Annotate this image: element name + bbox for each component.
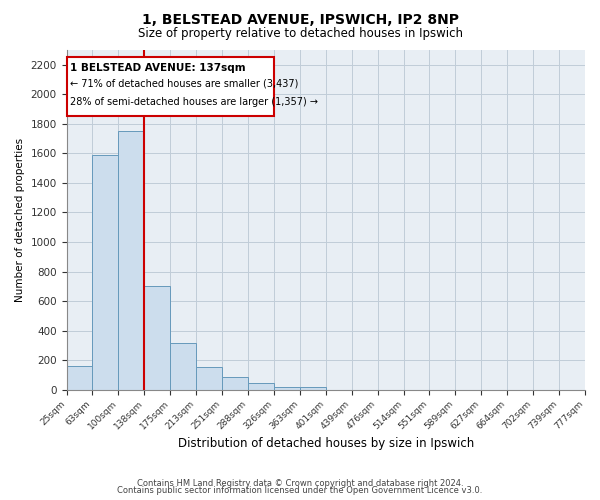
Text: 28% of semi-detached houses are larger (1,357) →: 28% of semi-detached houses are larger (…: [70, 96, 319, 106]
Text: Size of property relative to detached houses in Ipswich: Size of property relative to detached ho…: [137, 28, 463, 40]
Bar: [248, 383, 274, 390]
Bar: [67, 366, 92, 390]
Bar: [300, 388, 326, 390]
Text: ← 71% of detached houses are smaller (3,437): ← 71% of detached houses are smaller (3,…: [70, 79, 299, 89]
Bar: [92, 155, 118, 390]
Bar: [196, 366, 222, 390]
Bar: [222, 377, 248, 390]
Text: Contains HM Land Registry data © Crown copyright and database right 2024.: Contains HM Land Registry data © Crown c…: [137, 478, 463, 488]
Bar: [170, 343, 196, 390]
Text: Contains public sector information licensed under the Open Government Licence v3: Contains public sector information licen…: [118, 486, 482, 495]
Text: 1, BELSTEAD AVENUE, IPSWICH, IP2 8NP: 1, BELSTEAD AVENUE, IPSWICH, IP2 8NP: [142, 12, 458, 26]
X-axis label: Distribution of detached houses by size in Ipswich: Distribution of detached houses by size …: [178, 437, 474, 450]
Text: 1 BELSTEAD AVENUE: 137sqm: 1 BELSTEAD AVENUE: 137sqm: [70, 63, 246, 73]
Bar: [274, 386, 300, 390]
Bar: [67, 58, 274, 116]
Bar: [118, 131, 144, 390]
Bar: [144, 286, 170, 390]
Y-axis label: Number of detached properties: Number of detached properties: [15, 138, 25, 302]
